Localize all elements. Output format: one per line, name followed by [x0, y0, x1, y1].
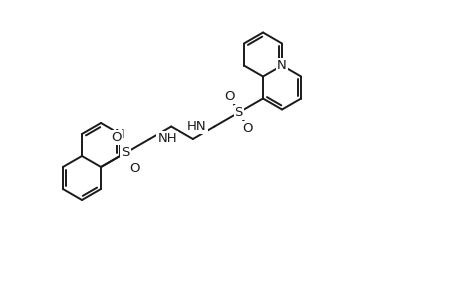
- Text: HN: HN: [186, 120, 206, 133]
- Text: NH: NH: [157, 133, 177, 146]
- Text: O: O: [111, 131, 121, 144]
- Text: O: O: [224, 90, 235, 104]
- Text: S: S: [234, 106, 242, 119]
- Text: O: O: [129, 162, 139, 175]
- Text: S: S: [121, 146, 129, 160]
- Text: N: N: [277, 59, 286, 72]
- Text: O: O: [242, 122, 252, 135]
- Text: N: N: [115, 128, 125, 140]
